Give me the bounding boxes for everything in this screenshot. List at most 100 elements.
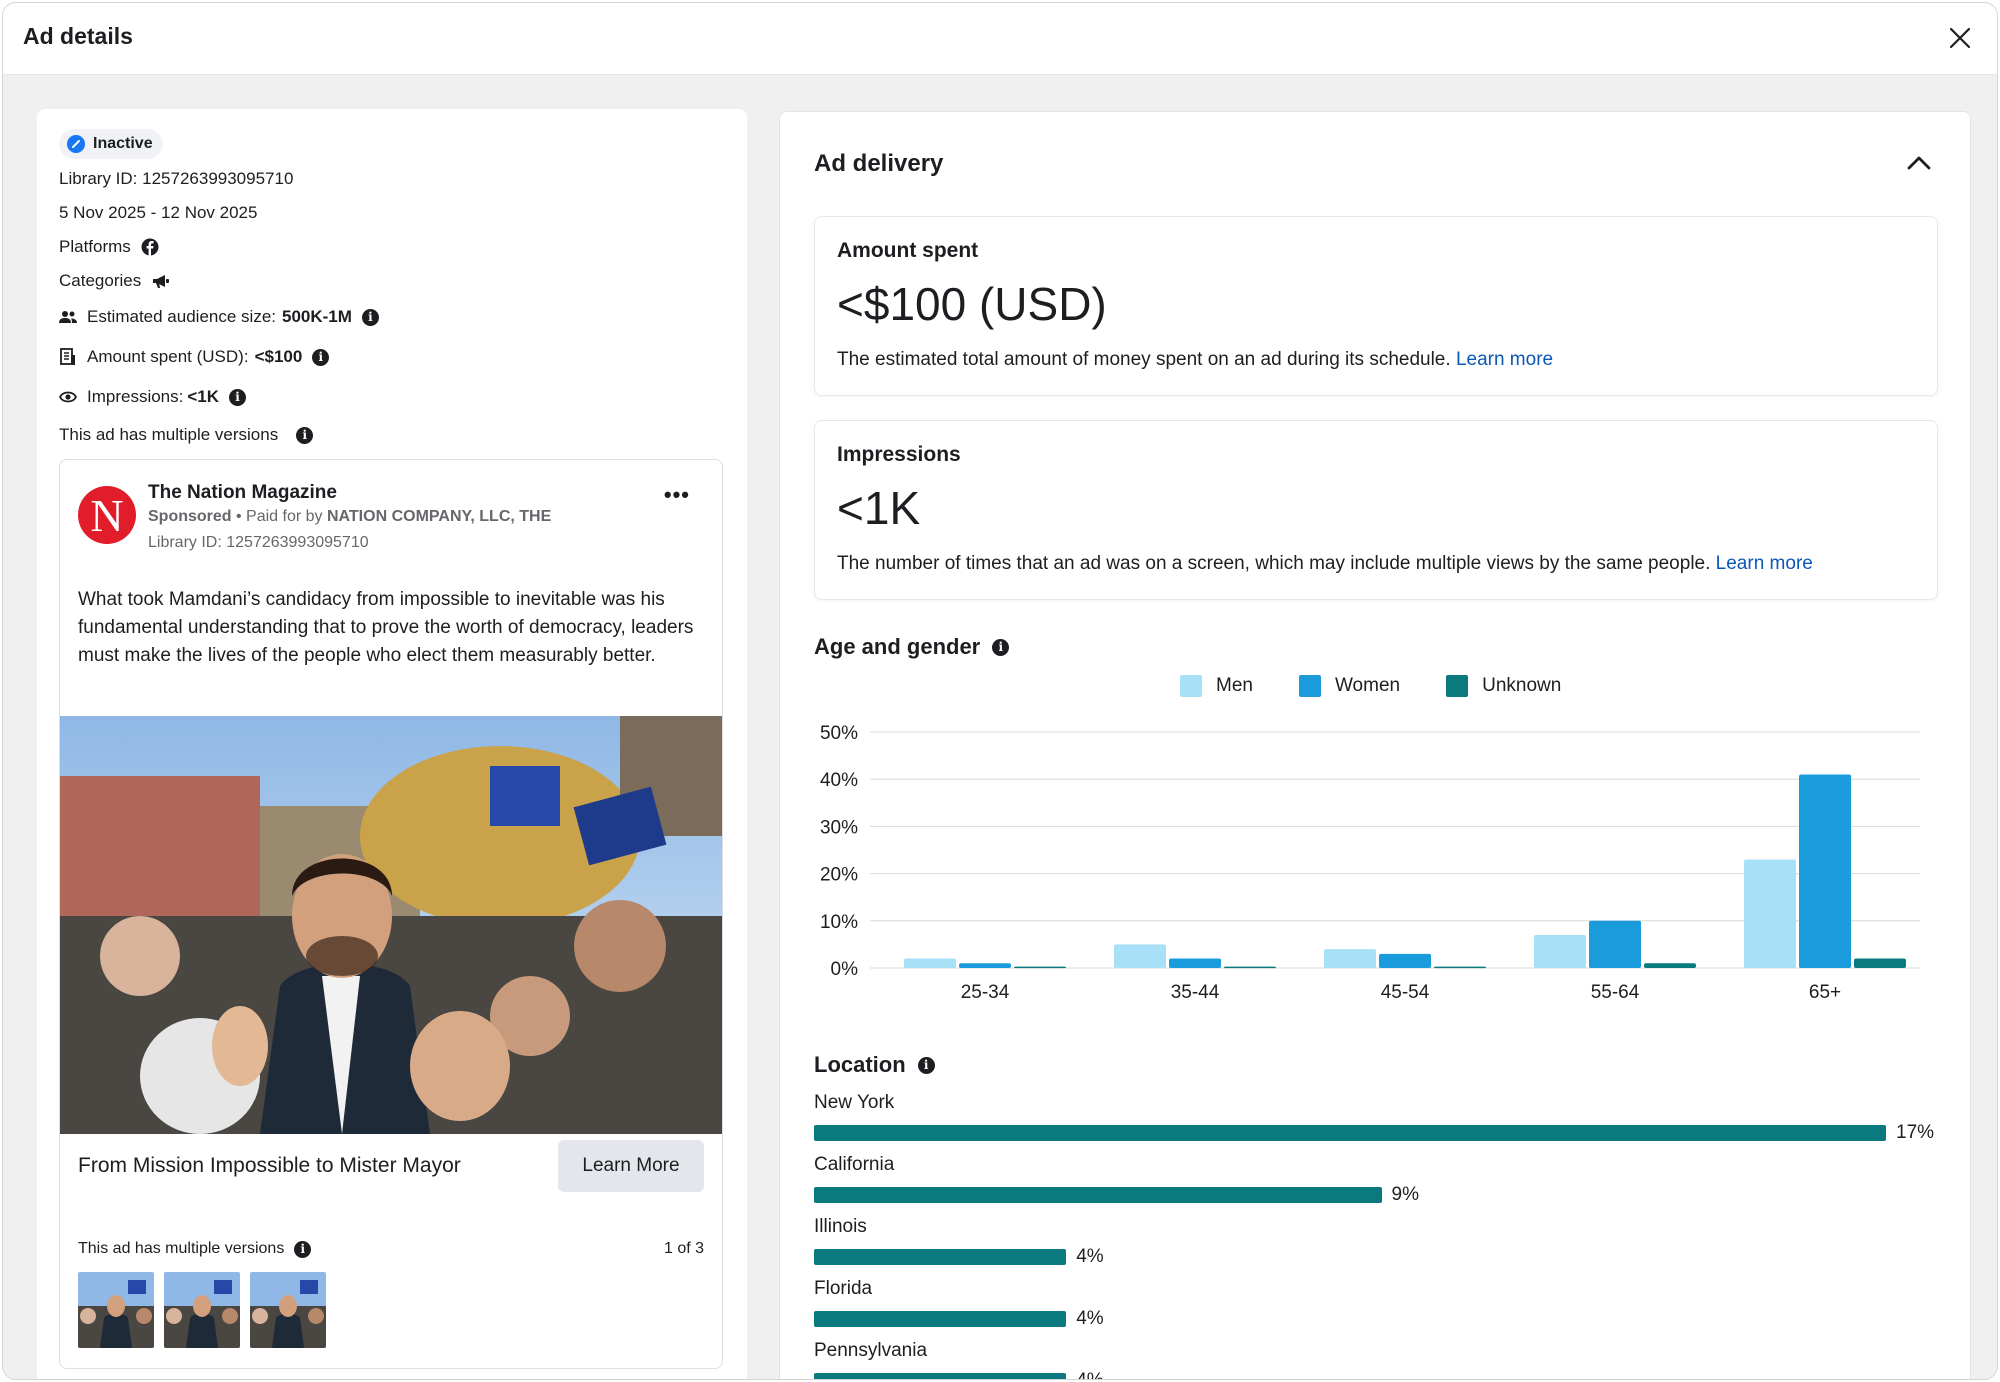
audience-size-row: Estimated audience size: 500K-1M i xyxy=(59,307,379,327)
versions-label: This ad has multiple versions xyxy=(78,1240,285,1257)
location-bar-wrap: 4% xyxy=(814,1370,1954,1379)
location-row: California 9% xyxy=(814,1154,1954,1206)
impressions-label: Impressions xyxy=(837,443,961,466)
amount-spent-desc-text: The estimated total amount of money spen… xyxy=(837,349,1456,370)
categories-label: Categories xyxy=(59,271,142,290)
payer-name: NATION COMPANY, LLC, THE xyxy=(326,508,552,525)
audience-label: Estimated audience size: xyxy=(87,307,276,326)
bar-unknown-45-54[interactable] xyxy=(1434,966,1486,969)
bar-unknown-35-44[interactable] xyxy=(1224,966,1276,969)
close-button[interactable] xyxy=(1945,23,1975,53)
location-row: New York 17% xyxy=(814,1092,1954,1144)
page-name[interactable]: The Nation Magazine xyxy=(148,482,337,503)
location-bar xyxy=(814,1187,1382,1203)
sponsored-label: Sponsored xyxy=(148,508,232,525)
info-icon[interactable]: i xyxy=(312,348,330,366)
chart-legend: Men Women Unknown xyxy=(1180,675,1561,697)
paid-for-prefix: • Paid for by xyxy=(231,508,327,525)
status-label: Inactive xyxy=(93,135,153,152)
ad-delivery-panel: Ad delivery Amount spent <$100 (USD) The… xyxy=(779,111,1971,1379)
chevron-up-icon xyxy=(1907,156,1931,170)
location-bar xyxy=(814,1311,1067,1327)
bar-men-35-44[interactable] xyxy=(1114,944,1166,968)
location-title: Location i xyxy=(814,1052,935,1078)
version-thumbnail[interactable] xyxy=(250,1272,326,1348)
sponsored-line: Sponsored • Paid for by NATION COMPANY, … xyxy=(148,508,551,526)
y-tick-label: 40% xyxy=(820,770,858,791)
ad-delivery-title-text: Ad delivery xyxy=(814,150,944,177)
bar-women-35-44[interactable] xyxy=(1169,958,1221,968)
legend-label-women: Women xyxy=(1334,675,1401,696)
y-tick-label: 50% xyxy=(820,723,858,744)
info-icon[interactable]: i xyxy=(229,388,247,406)
bar-unknown-55-64[interactable] xyxy=(1644,963,1696,968)
page-avatar[interactable]: N xyxy=(78,486,136,544)
bar-men-45-54[interactable] xyxy=(1324,949,1376,968)
bar-women-25-34[interactable] xyxy=(959,963,1011,968)
location-percent: 4% xyxy=(1076,1246,1104,1267)
bar-unknown-65+[interactable] xyxy=(1854,958,1906,968)
info-icon[interactable]: i xyxy=(361,308,379,326)
version-thumbnail[interactable] xyxy=(164,1272,240,1348)
legend-swatch-men xyxy=(1180,675,1202,697)
bar-men-55-64[interactable] xyxy=(1534,934,1586,968)
bar-women-65+[interactable] xyxy=(1799,774,1851,968)
learn-more-link[interactable]: Learn more xyxy=(1455,349,1554,370)
ad-delivery-title: Ad delivery xyxy=(814,150,943,178)
platforms-label: Platforms xyxy=(59,237,131,256)
library-id-text: Library ID: 1257263993095710 xyxy=(59,169,294,188)
legend-item-men[interactable]: Men xyxy=(1180,675,1253,697)
inactive-status-icon xyxy=(67,135,85,153)
receipt-icon xyxy=(59,348,77,366)
location-row: Illinois 4% xyxy=(814,1216,1954,1268)
bar-men-65+[interactable] xyxy=(1744,859,1796,968)
y-tick-label: 10% xyxy=(820,912,858,933)
amount-spent-value: <$100 (USD) xyxy=(837,278,1107,330)
location-row: Pennsylvania 4% xyxy=(814,1340,1954,1379)
legend-item-women[interactable]: Women xyxy=(1298,675,1401,697)
age-gender-title: Age and gender i xyxy=(814,634,1010,660)
location-title-text: Location xyxy=(814,1052,906,1077)
amount-spent-card: Amount spent <$100 (USD) The estimated t… xyxy=(814,216,1938,396)
modal-title: Ad details xyxy=(23,23,133,49)
legend-label-men: Men xyxy=(1216,675,1253,696)
impressions-value: <1K xyxy=(187,387,220,406)
info-icon[interactable]: i xyxy=(917,1056,935,1074)
eye-icon xyxy=(59,388,77,406)
impressions-value: <1K xyxy=(837,482,921,534)
y-tick-label: 20% xyxy=(820,865,858,886)
impressions-label: Impressions: xyxy=(87,387,184,406)
bar-women-45-54[interactable] xyxy=(1379,953,1431,968)
x-tick-label: 55-64 xyxy=(1591,982,1640,1003)
bar-men-25-34[interactable] xyxy=(904,958,956,968)
audience-value: 500K-1M xyxy=(282,307,352,326)
location-bar-wrap: 4% xyxy=(814,1246,1954,1268)
library-id: Library ID: 1257263993095710 xyxy=(59,169,293,189)
bar-unknown-25-34[interactable] xyxy=(1014,966,1066,969)
location-percent: 9% xyxy=(1391,1184,1419,1205)
more-options-button[interactable]: ••• xyxy=(663,482,690,507)
ad-body-text: What took Mamdani’s candidacy from impos… xyxy=(78,589,694,666)
info-icon[interactable]: i xyxy=(992,638,1010,656)
version-thumbnail[interactable] xyxy=(78,1272,154,1348)
legend-item-unknown[interactable]: Unknown xyxy=(1446,675,1561,697)
collapse-button[interactable] xyxy=(1904,148,1934,178)
info-icon[interactable]: i xyxy=(296,426,314,444)
people-icon xyxy=(59,308,77,326)
learn-more-link[interactable]: Learn more xyxy=(1715,553,1813,574)
close-icon xyxy=(1949,27,1971,49)
location-name: New York xyxy=(814,1092,895,1113)
info-icon[interactable]: i xyxy=(294,1240,312,1258)
legend-label-unknown: Unknown xyxy=(1482,675,1562,696)
location-bar-wrap: 4% xyxy=(814,1308,1954,1330)
age-gender-title-text: Age and gender xyxy=(814,634,981,659)
amount-spent-value: <$100 xyxy=(254,347,303,366)
ad-image[interactable] xyxy=(60,716,722,1134)
ad-headline[interactable]: From Mission Impossible to Mister Mayor xyxy=(78,1154,461,1177)
location-percent: 4% xyxy=(1076,1370,1103,1379)
learn-more-button[interactable]: Learn More xyxy=(558,1140,704,1192)
bar-women-55-64[interactable] xyxy=(1589,920,1641,968)
location-row: Florida 4% xyxy=(814,1278,1954,1330)
x-tick-label: 65+ xyxy=(1809,982,1841,1003)
